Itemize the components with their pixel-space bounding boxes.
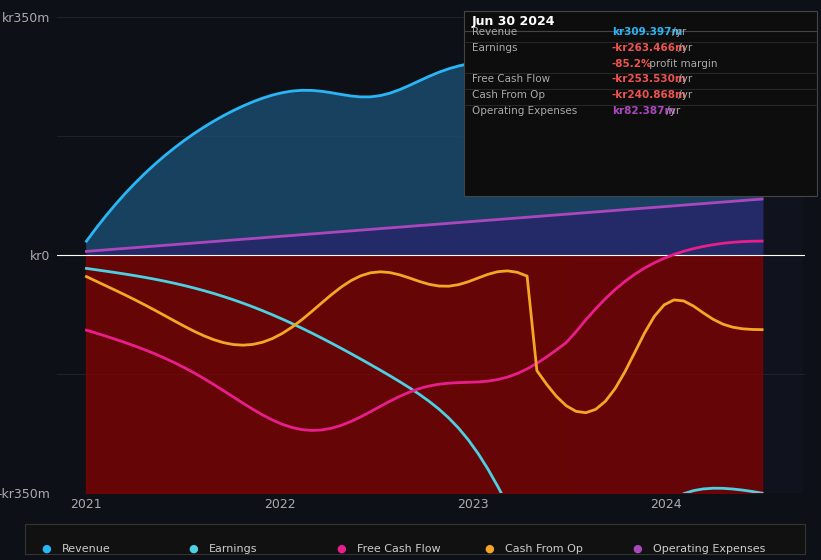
Text: Free Cash Flow: Free Cash Flow	[357, 544, 441, 554]
Text: ●: ●	[41, 544, 51, 554]
Text: Cash From Op: Cash From Op	[505, 544, 583, 554]
Text: Operating Expenses: Operating Expenses	[653, 544, 765, 554]
Text: ●: ●	[337, 544, 346, 554]
Text: -kr253.530m: -kr253.530m	[612, 74, 686, 85]
Text: ●: ●	[632, 544, 642, 554]
Text: ●: ●	[484, 544, 494, 554]
Text: kr309.397m: kr309.397m	[612, 27, 682, 38]
Text: Operating Expenses: Operating Expenses	[653, 544, 765, 554]
Text: ●: ●	[484, 544, 494, 554]
Text: Cash From Op: Cash From Op	[472, 90, 545, 100]
Text: Operating Expenses: Operating Expenses	[472, 106, 577, 116]
Text: Free Cash Flow: Free Cash Flow	[357, 544, 441, 554]
Text: -kr240.868m: -kr240.868m	[612, 90, 686, 100]
Text: /yr: /yr	[675, 43, 692, 53]
Text: -85.2%: -85.2%	[612, 59, 652, 69]
Text: Cash From Op: Cash From Op	[505, 544, 583, 554]
Text: kr82.387m: kr82.387m	[612, 106, 675, 116]
Text: ●: ●	[41, 544, 51, 554]
Text: Revenue: Revenue	[62, 544, 110, 554]
Bar	[569, 17, 800, 493]
Text: Revenue: Revenue	[62, 544, 110, 554]
Text: /yr: /yr	[663, 106, 681, 116]
Text: Earnings: Earnings	[209, 544, 258, 554]
Text: profit margin: profit margin	[646, 59, 718, 69]
Text: Revenue: Revenue	[472, 27, 517, 38]
Text: Earnings: Earnings	[472, 43, 517, 53]
Text: Jun 30 2024: Jun 30 2024	[472, 15, 556, 28]
Text: Free Cash Flow: Free Cash Flow	[472, 74, 550, 85]
Text: Earnings: Earnings	[209, 544, 258, 554]
Text: ●: ●	[189, 544, 199, 554]
Text: ●: ●	[632, 544, 642, 554]
Text: ●: ●	[189, 544, 199, 554]
Text: ●: ●	[337, 544, 346, 554]
Text: -kr263.466m: -kr263.466m	[612, 43, 686, 53]
Text: /yr: /yr	[675, 90, 692, 100]
Text: /yr: /yr	[675, 74, 692, 85]
Text: /yr: /yr	[669, 27, 686, 38]
